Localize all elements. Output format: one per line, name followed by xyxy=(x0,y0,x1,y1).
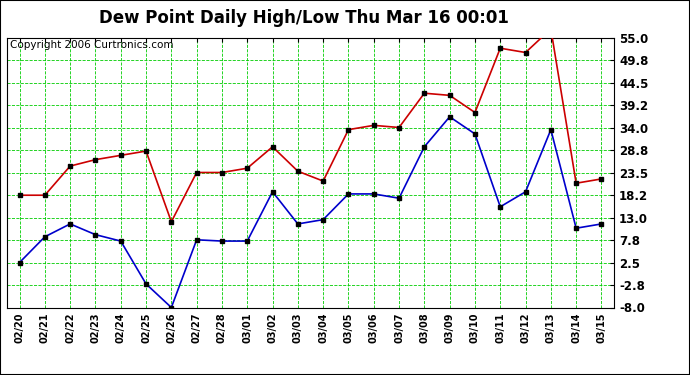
Text: Copyright 2006 Curtronics.com: Copyright 2006 Curtronics.com xyxy=(10,40,173,50)
Text: Dew Point Daily High/Low Thu Mar 16 00:01: Dew Point Daily High/Low Thu Mar 16 00:0… xyxy=(99,9,509,27)
